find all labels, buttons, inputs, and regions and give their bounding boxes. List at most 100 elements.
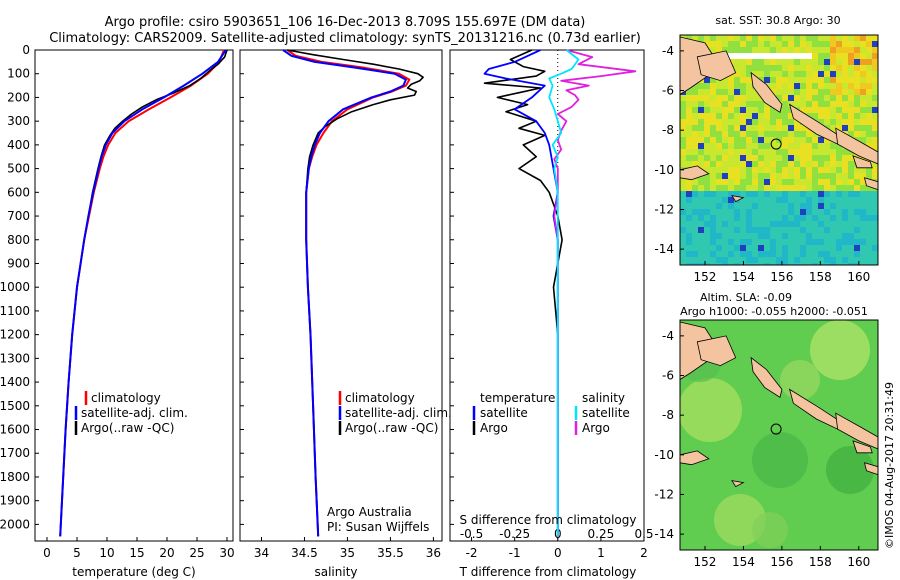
sst-cell: [710, 41, 716, 47]
sst-cell: [686, 155, 692, 161]
y-tick-label-300: 300: [7, 114, 30, 128]
map-x-label-158: 158: [809, 555, 832, 569]
x-tick-label-20: 20: [159, 546, 174, 560]
sst-cell: [686, 221, 692, 227]
sst-cell: [704, 227, 710, 233]
sst-cell: [734, 173, 740, 179]
sst-cell: [698, 161, 704, 167]
sst-cell: [758, 137, 764, 143]
sst-cell: [866, 221, 872, 227]
sst-cell: [872, 35, 878, 41]
sst-cell: [860, 41, 866, 47]
sst-cell: [788, 245, 794, 251]
sst-cell: [716, 95, 722, 101]
sst-cell: [758, 113, 764, 119]
sst-cell: [848, 167, 854, 173]
sst-cell: [842, 221, 848, 227]
sst-cell: [710, 179, 716, 185]
sst-cell: [854, 107, 860, 113]
sst-cell: [728, 77, 734, 83]
sst-cell: [758, 35, 764, 41]
sst-cell: [812, 257, 818, 263]
sst-cell: [800, 125, 806, 131]
sst-cell: [740, 119, 746, 125]
sst-cell: [794, 47, 800, 53]
sst-cell: [854, 83, 860, 89]
y-tick-label-1400: 1400: [0, 375, 30, 389]
sst-cell: [800, 95, 806, 101]
sst-cell: [806, 209, 812, 215]
sst-cell: [800, 251, 806, 257]
map-x-label-152: 152: [694, 555, 717, 569]
sst-cell: [704, 83, 710, 89]
x-tick-label-2: 2: [640, 546, 648, 560]
sst-cell: [776, 155, 782, 161]
sst-cell: [800, 77, 806, 83]
sst-cell: [710, 155, 716, 161]
sst-cell: [818, 233, 824, 239]
sst-cell: [752, 47, 758, 53]
sst-cell: [866, 77, 872, 83]
sst-cell: [722, 197, 728, 203]
sst-cell: [698, 107, 704, 113]
sst-cell: [734, 221, 740, 227]
sst-cell: [860, 83, 866, 89]
sst-cell: [806, 143, 812, 149]
sst-cell: [782, 71, 788, 77]
sst-cell: [872, 251, 878, 257]
sst-cell: [848, 191, 854, 197]
sst-map-panel: sat. SST: 30.8 Argo: 30 152 154 156 158 160 -…: [654, 14, 879, 284]
sst-cell: [722, 227, 728, 233]
sst-cell: [692, 35, 698, 41]
sst-cell: [794, 215, 800, 221]
sst-cell: [866, 137, 872, 143]
sst-cell: [788, 209, 794, 215]
sst-cell: [860, 89, 866, 95]
sst-cell: [842, 197, 848, 203]
sla-land-6: [863, 462, 878, 476]
argo-location-marker: [770, 423, 782, 435]
sst-cell: [776, 239, 782, 245]
sst-cell: [854, 197, 860, 203]
sst-cell: [854, 209, 860, 215]
sst-cell: [872, 59, 878, 65]
sla-map-frame: [679, 319, 879, 551]
difference-series-lines: [483, 49, 637, 537]
salinity-difference-label: S difference from climatology: [460, 513, 637, 527]
sst-cell: [698, 251, 704, 257]
salinity-difference-ticks: -0.5 -0.25 0 0.25 0.5: [450, 49, 654, 541]
sst-cell: [806, 77, 812, 83]
sst-cell: [728, 197, 734, 203]
sst-cell: [734, 41, 740, 47]
sst-cell: [740, 185, 746, 191]
sst-cell: [710, 173, 716, 179]
sst-cell: [818, 203, 824, 209]
sst-cell: [872, 65, 878, 71]
sst-cell: [866, 71, 872, 77]
sst-cell: [788, 191, 794, 197]
sst-cell: [812, 191, 818, 197]
map-y-label--8: -8: [662, 123, 674, 137]
sst-cell: [704, 113, 710, 119]
sst-cell: [680, 131, 686, 137]
sst-cell: [794, 233, 800, 239]
sst-cell: [788, 71, 794, 77]
sst-cell: [860, 251, 866, 257]
y-tick-label-1800: 1800: [0, 470, 30, 484]
sst-cell: [872, 197, 878, 203]
sst-cell: [794, 191, 800, 197]
sst-cell: [788, 203, 794, 209]
sst-cell: [734, 251, 740, 257]
sst-cell: [842, 113, 848, 119]
sst-cell: [698, 221, 704, 227]
sst-cell: [860, 215, 866, 221]
sst-cell: [836, 239, 842, 245]
sst-cell: [848, 131, 854, 137]
sst-cell: [860, 107, 866, 113]
sst-cell: [776, 197, 782, 203]
sst-cell: [788, 167, 794, 173]
sst-cell: [794, 65, 800, 71]
sst-cell: [782, 107, 788, 113]
sst-cell: [872, 191, 878, 197]
sst-cell: [728, 251, 734, 257]
